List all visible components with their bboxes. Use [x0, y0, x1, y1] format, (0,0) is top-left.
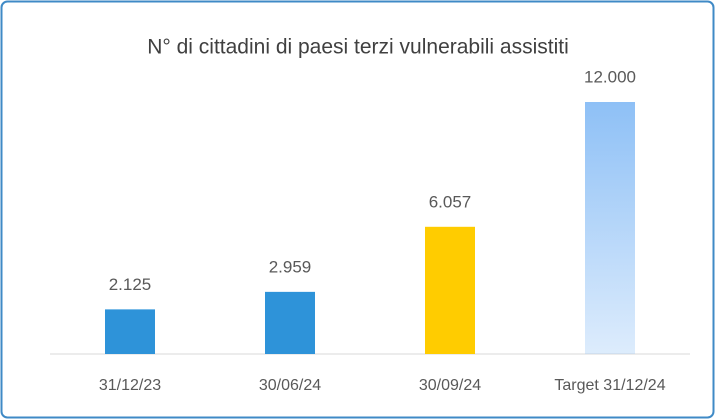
- bar: [265, 291, 315, 354]
- value-label: 2.959: [269, 257, 312, 276]
- x-tick-label: 30/06/24: [259, 377, 321, 394]
- value-label: 12.000: [584, 67, 636, 86]
- bar: [105, 309, 155, 354]
- value-label: 6.057: [429, 192, 472, 211]
- x-tick-label: Target 31/12/24: [554, 377, 665, 394]
- x-tick-label: 30/09/24: [419, 377, 481, 394]
- bar: [585, 102, 635, 354]
- x-tick-label: 31/12/23: [99, 377, 161, 394]
- value-label: 2.125: [109, 275, 152, 294]
- bar: [425, 226, 475, 354]
- chart-title: N° di cittadini di paesi terzi vulnerabi…: [147, 36, 569, 59]
